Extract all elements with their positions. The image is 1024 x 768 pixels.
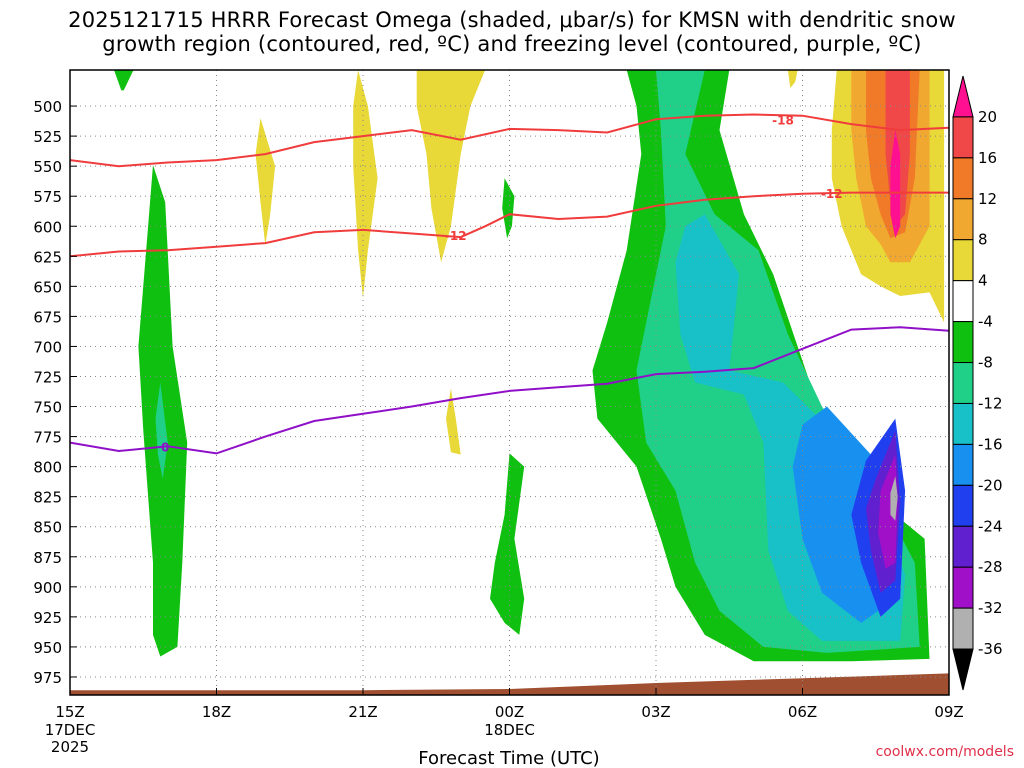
y-tick-label-975: 975 [33, 669, 62, 687]
y-tick-label-725: 725 [33, 368, 62, 386]
x-tick-label-15Z: 15Z [55, 703, 84, 721]
colorbar-label--8: -8 [978, 354, 993, 372]
omega-region-4-14 [353, 70, 378, 299]
x-tick-sublabel-00Z-0: 18DEC [484, 721, 535, 739]
dendritic-label-1: -12 [821, 187, 843, 201]
axes: 500 525 550 575 600 625 650 675 700 725 750 775 800 8… [33, 98, 963, 756]
omega-region--28-6 [878, 454, 898, 569]
dendritic-contour--18-0 [70, 113, 949, 168]
colorbar-label--16: -16 [978, 435, 1003, 453]
y-tick-label-875: 875 [33, 549, 62, 567]
colorbar-swatch-13 [952, 607, 974, 650]
title-line-2: growth region (contoured, red, ºC) and f… [102, 32, 922, 56]
x-tick-label-18Z: 18Z [202, 703, 231, 721]
omega-region--32-7 [890, 476, 898, 521]
colorbar-swatch-1 [952, 116, 974, 159]
colorbar-swatch-2 [952, 157, 974, 200]
colorbar-label-12: 12 [978, 190, 997, 208]
x-tick-label-03Z: 03Z [641, 703, 670, 721]
dendritic-contour--12-1 [70, 191, 949, 258]
colorbar-swatch-11 [952, 525, 974, 568]
colorbar-label-20: 20 [978, 108, 997, 126]
title-line-1: 2025121715 HRRR Forecast Omega (shaded, … [68, 8, 956, 32]
omega-region-4-13 [255, 118, 276, 246]
y-tick-label-500: 500 [33, 98, 62, 116]
colorbar-label--4: -4 [978, 313, 993, 331]
omega-region-4-17 [787, 70, 798, 88]
omega-region--4-12 [502, 178, 515, 239]
y-tick-label-550: 550 [33, 158, 62, 176]
colorbar-swatch-7 [952, 362, 974, 404]
colorbar-label--12: -12 [978, 394, 1003, 412]
dendritic-label-2: -12 [445, 229, 467, 243]
colorbar-swatch-5 [952, 280, 974, 323]
chart-title: 2025121715 HRRR Forecast Omega (shaded, … [0, 8, 1024, 56]
y-tick-label-675: 675 [33, 308, 62, 326]
x-tick-label-21Z: 21Z [348, 703, 377, 721]
grid-lines [70, 70, 949, 695]
colorbar-label--32: -32 [978, 599, 1003, 617]
omega-region-4-16 [446, 388, 461, 455]
freezing-level-label: 0 [161, 440, 169, 454]
colorbar-label--36: -36 [978, 640, 1003, 658]
dendritic-label-0: -18 [772, 113, 794, 127]
omega-region--8-9 [155, 382, 168, 479]
y-tick-label-525: 525 [33, 128, 62, 146]
colorbar-swatch-4 [952, 239, 974, 282]
y-tick-label-575: 575 [33, 188, 62, 206]
y-tick-label-775: 775 [33, 429, 62, 447]
y-tick-label-700: 700 [33, 338, 62, 356]
colorbar-label--20: -20 [978, 476, 1003, 494]
colorbar-swatch-3 [952, 198, 974, 241]
y-tick-label-625: 625 [33, 248, 62, 266]
y-tick-label-600: 600 [33, 218, 62, 236]
colorbar-label--28: -28 [978, 558, 1003, 576]
contour-lines: -18 -12 -12 0 [70, 113, 949, 455]
x-tick-sublabel-15Z-1: 2025 [51, 738, 89, 756]
x-axis-label: Forecast Time (UTC) [418, 748, 599, 768]
colorbar-label-4: 4 [978, 272, 988, 290]
y-tick-label-850: 850 [33, 519, 62, 537]
omega-region-20-22 [890, 130, 901, 239]
colorbar-label--24: -24 [978, 517, 1003, 535]
freezing-level-line [70, 326, 949, 455]
omega-region--4-11 [490, 453, 525, 635]
colorbar: 20 16 12 8 4 -4 -8 -12 -16 -20 -24 -28 -32 -36 [952, 75, 1003, 691]
y-tick-label-950: 950 [33, 639, 62, 657]
x-tick-label-06Z: 06Z [788, 703, 817, 721]
y-tick-label-800: 800 [33, 459, 62, 477]
colorbar-cap-top [952, 75, 974, 118]
y-tick-label-900: 900 [33, 579, 62, 597]
ground-terrain [70, 673, 949, 695]
plot-area [70, 70, 949, 695]
x-tick-label-09Z: 09Z [934, 703, 963, 721]
colorbar-swatch-6 [952, 321, 974, 364]
x-tick-sublabel-15Z-0: 17DEC [45, 721, 96, 739]
y-tick-label-825: 825 [33, 489, 62, 507]
y-tick-label-925: 925 [33, 609, 62, 627]
colorbar-label-16: 16 [978, 149, 997, 167]
y-tick-label-650: 650 [33, 278, 62, 296]
credit-text: coolwx.com/models [875, 744, 1014, 760]
y-tick-label-750: 750 [33, 399, 62, 417]
colorbar-cap-bottom [952, 648, 974, 691]
omega-region--4-10 [114, 70, 134, 91]
colorbar-swatch-9 [952, 443, 974, 486]
colorbar-label-8: 8 [978, 231, 988, 249]
colorbar-swatch-10 [952, 484, 974, 527]
x-tick-label-00Z: 00Z [495, 703, 524, 721]
colorbar-swatch-8 [952, 402, 974, 445]
colorbar-swatch-12 [952, 566, 974, 609]
